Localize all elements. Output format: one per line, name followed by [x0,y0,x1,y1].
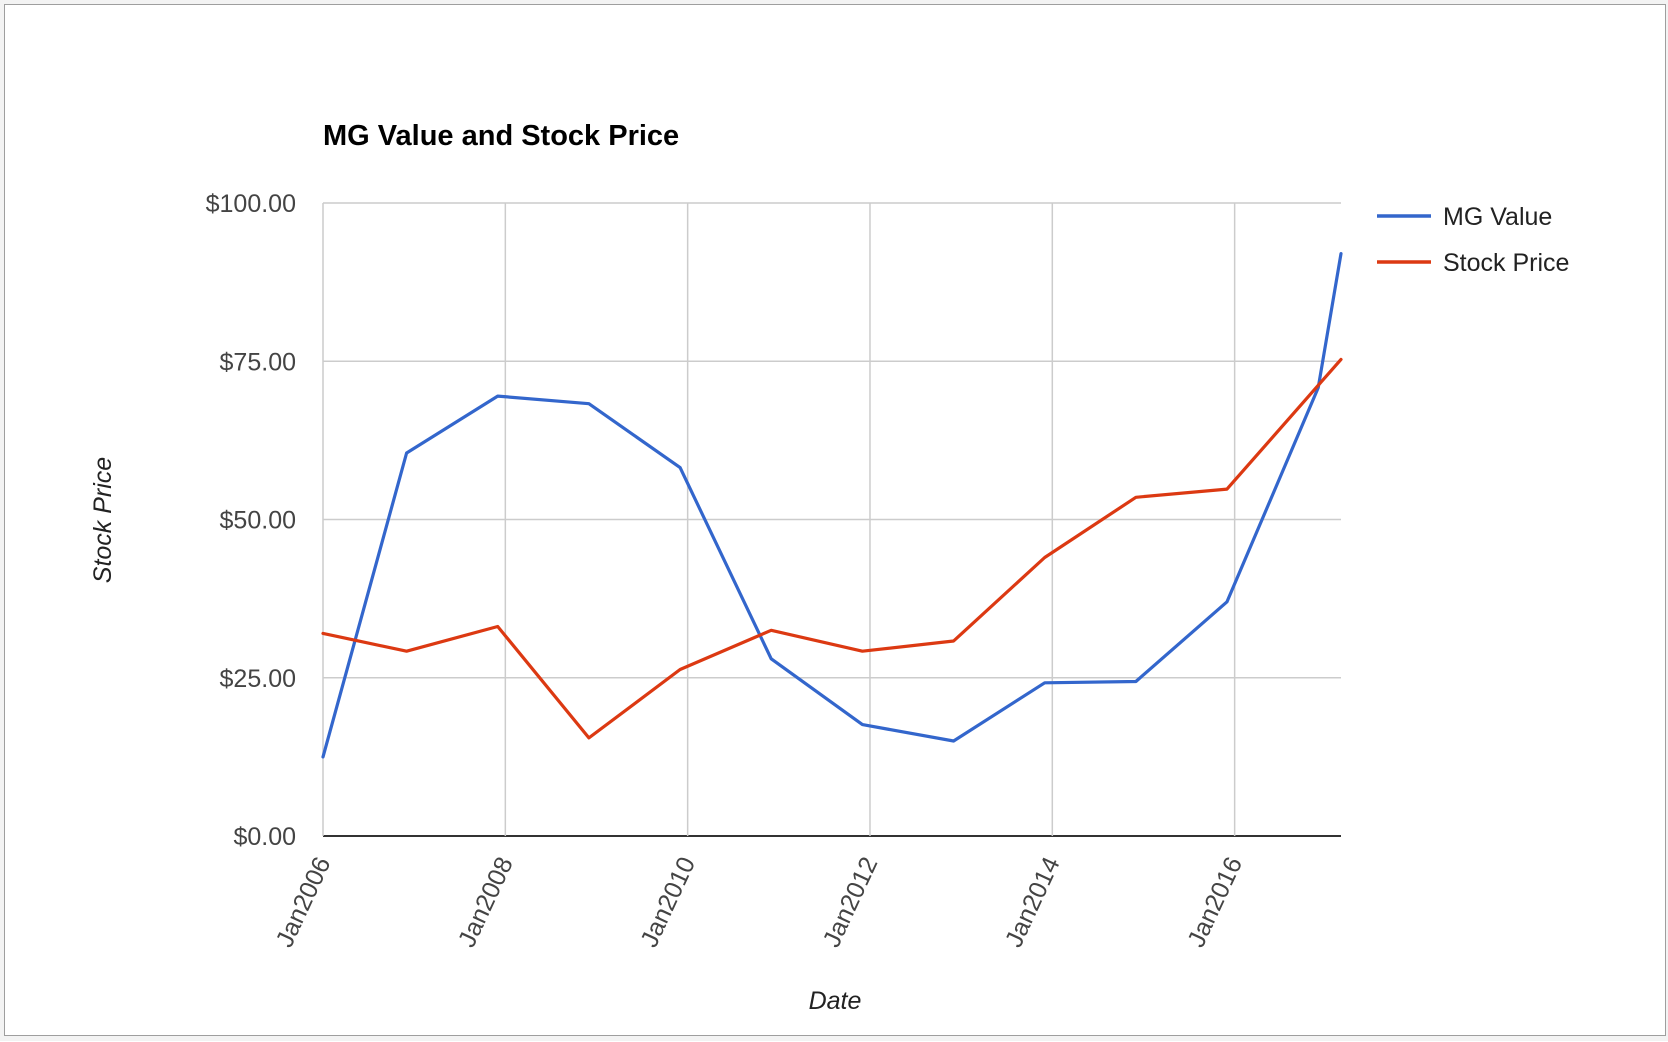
x-axis-label: Date [809,987,862,1015]
series-line-mg-value [321,252,1343,759]
series-line-stock-price [321,357,1343,740]
x-axis-tick-labels: Jan2006 Jan2008 Jan2010 Jan2012 Jan2014 Jan20… [271,853,1249,952]
x-tick-label: Jan2008 [453,853,519,952]
legend-label: MG Value [1443,203,1552,231]
y-tick-label: $0.00 [233,823,296,851]
y-tick-label: $100.00 [206,190,296,218]
chart-frame[interactable]: MG Value and Stock Price $0.00 $25.00 $50.… [4,4,1666,1036]
x-tick-label: Jan2010 [635,853,701,952]
chart-title: MG Value and Stock Price [323,120,679,152]
x-tick-label: Jan2016 [1182,853,1248,952]
legend: MG Value Stock Price [1377,203,1569,277]
y-tick-label: $75.00 [220,348,296,376]
x-tick-label: Jan2006 [271,853,337,952]
grid [322,202,1341,837]
series-lines [321,252,1343,759]
line-chart: MG Value and Stock Price $0.00 $25.00 $50.… [89,120,1569,1015]
y-axis-label: Stock Price [89,457,117,583]
y-axis-tick-labels: $0.00 $25.00 $50.00 $75.00 $100.00 [206,190,296,851]
y-tick-label: $25.00 [220,665,296,693]
x-tick-label: Jan2012 [818,853,884,952]
x-tick-label: Jan2014 [1000,853,1066,952]
y-tick-label: $50.00 [220,507,296,535]
legend-label: Stock Price [1443,249,1569,277]
